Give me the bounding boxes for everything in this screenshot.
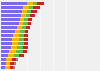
Bar (31, 10, 36, 13)
Bar (1, 50, 9, 53)
Bar (1, 54, 8, 57)
Bar (6, 62, 10, 65)
Bar (1, 30, 15, 33)
Bar (1, 26, 17, 29)
Bar (1, 2, 26, 5)
Bar (1, 58, 6, 61)
Bar (8, 54, 14, 57)
Bar (24, 34, 28, 37)
Bar (33, 6, 40, 9)
Bar (24, 38, 28, 41)
Bar (17, 26, 22, 29)
Bar (21, 14, 26, 17)
Bar (10, 66, 13, 69)
Bar (24, 18, 28, 21)
Bar (16, 50, 23, 53)
Bar (30, 14, 34, 17)
Bar (28, 18, 32, 21)
Bar (20, 18, 24, 21)
Bar (19, 22, 23, 25)
Bar (12, 38, 19, 41)
Bar (12, 58, 16, 61)
Bar (22, 26, 26, 29)
Bar (15, 30, 20, 33)
Bar (1, 34, 13, 37)
Bar (29, 6, 33, 9)
Bar (24, 42, 28, 45)
Bar (25, 30, 28, 33)
Bar (19, 38, 24, 41)
Bar (1, 38, 12, 41)
Bar (14, 62, 16, 65)
Bar (9, 50, 16, 53)
Bar (5, 66, 10, 69)
Bar (11, 46, 17, 49)
Bar (33, 2, 37, 5)
Bar (23, 6, 29, 9)
Bar (1, 6, 23, 9)
Bar (23, 50, 27, 53)
Bar (20, 30, 25, 33)
Bar (1, 46, 11, 49)
Bar (1, 10, 22, 13)
Bar (17, 46, 24, 49)
Bar (1, 42, 12, 45)
Bar (14, 54, 19, 57)
Bar (19, 54, 24, 57)
Bar (37, 2, 44, 5)
Bar (27, 10, 31, 13)
Bar (19, 34, 24, 37)
Bar (16, 58, 18, 61)
Bar (26, 14, 30, 17)
Bar (1, 66, 5, 69)
Bar (23, 22, 28, 25)
Bar (26, 2, 33, 5)
Bar (1, 14, 21, 17)
Bar (6, 58, 12, 61)
Bar (28, 22, 32, 25)
Bar (12, 42, 18, 45)
Bar (1, 18, 20, 21)
Bar (10, 62, 14, 65)
Bar (24, 46, 28, 49)
Bar (1, 62, 6, 65)
Bar (13, 34, 19, 37)
Bar (26, 26, 30, 29)
Bar (1, 22, 19, 25)
Bar (13, 66, 15, 69)
Bar (18, 42, 24, 45)
Bar (22, 10, 27, 13)
